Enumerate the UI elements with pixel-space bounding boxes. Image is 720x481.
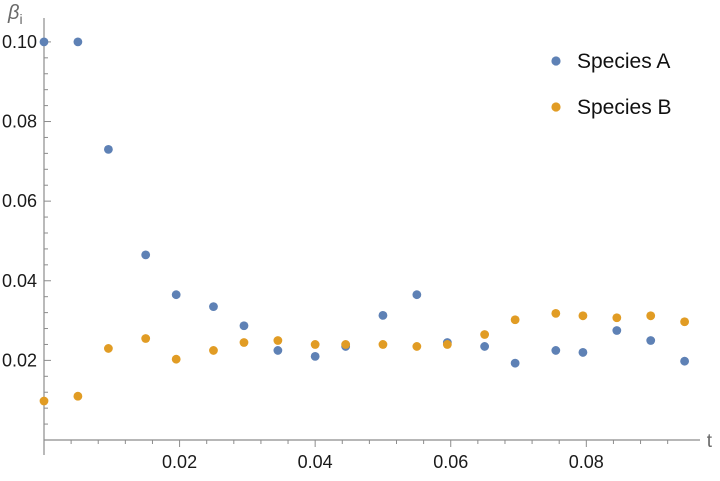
- data-point-species-b: [378, 340, 388, 349]
- data-point-species-b: [341, 340, 351, 349]
- y-tick-label: 0.04: [2, 271, 37, 291]
- data-point-species-b: [73, 391, 83, 401]
- data-point-species-b: [239, 338, 249, 347]
- x-axis-label: t: [707, 431, 713, 452]
- data-point-species-b: [209, 346, 218, 355]
- y-axis-label-symbol: β: [7, 2, 19, 24]
- data-point-species-a: [646, 336, 656, 345]
- y-tick-label: 0.08: [2, 112, 37, 132]
- x-tick-label: 0.08: [569, 452, 604, 472]
- data-point-species-b: [141, 334, 151, 343]
- data-point-species-a: [310, 352, 320, 361]
- data-point-species-a: [39, 37, 49, 47]
- y-tick-label: 0.06: [2, 191, 37, 211]
- data-point-species-b: [310, 340, 320, 349]
- data-point-species-a: [412, 290, 422, 300]
- data-point-species-a: [73, 37, 83, 47]
- legend-label-species-a: Species A: [577, 50, 670, 73]
- data-point-species-a: [273, 346, 283, 355]
- data-points: [39, 37, 690, 406]
- data-point-species-a: [578, 348, 588, 357]
- y-tick-label: 0.10: [2, 32, 37, 52]
- data-point-species-a: [480, 342, 490, 351]
- data-point-species-b: [551, 309, 561, 318]
- data-point-species-a: [104, 144, 113, 154]
- data-point-species-b: [646, 311, 656, 321]
- x-ticks: 0.02 0.04 0.06 0.08: [43, 440, 669, 472]
- data-point-species-a: [209, 302, 218, 312]
- data-point-species-b: [510, 315, 520, 325]
- data-point-species-b: [578, 311, 588, 321]
- x-tick-label: 0.04: [298, 452, 333, 472]
- legend-marker-species-b: [551, 102, 561, 112]
- x-tick-label: 0.02: [162, 452, 197, 472]
- y-tick-label: 0.02: [2, 350, 37, 370]
- data-point-species-b: [442, 340, 452, 349]
- data-point-species-a: [141, 250, 151, 260]
- legend-item-species-a: Species A: [551, 50, 670, 73]
- y-ticks: 0.02 0.04 0.06 0.08 0.10: [2, 32, 51, 425]
- y-axis-label-subscript: i: [19, 11, 22, 27]
- x-tick-label: 0.06: [433, 452, 468, 472]
- data-point-species-a: [680, 356, 690, 366]
- data-point-species-b: [273, 336, 283, 345]
- y-axis-label: βi: [7, 2, 23, 27]
- data-point-species-b: [39, 396, 49, 406]
- data-point-species-a: [239, 321, 249, 331]
- data-point-species-a: [378, 310, 388, 320]
- data-point-species-a: [171, 290, 181, 300]
- legend: Species A Species B: [551, 50, 672, 119]
- data-point-species-b: [104, 344, 113, 353]
- data-point-species-a: [612, 326, 622, 335]
- data-point-species-b: [680, 317, 690, 327]
- axes: [43, 18, 700, 455]
- legend-item-species-b: Species B: [551, 96, 672, 119]
- data-point-species-b: [612, 313, 622, 323]
- legend-marker-species-a: [551, 56, 561, 66]
- data-point-species-b: [412, 342, 422, 351]
- data-point-species-a: [551, 346, 561, 355]
- legend-label-species-b: Species B: [577, 96, 672, 119]
- data-point-species-a: [510, 358, 520, 368]
- data-point-species-b: [480, 330, 490, 339]
- data-point-species-b: [171, 354, 181, 364]
